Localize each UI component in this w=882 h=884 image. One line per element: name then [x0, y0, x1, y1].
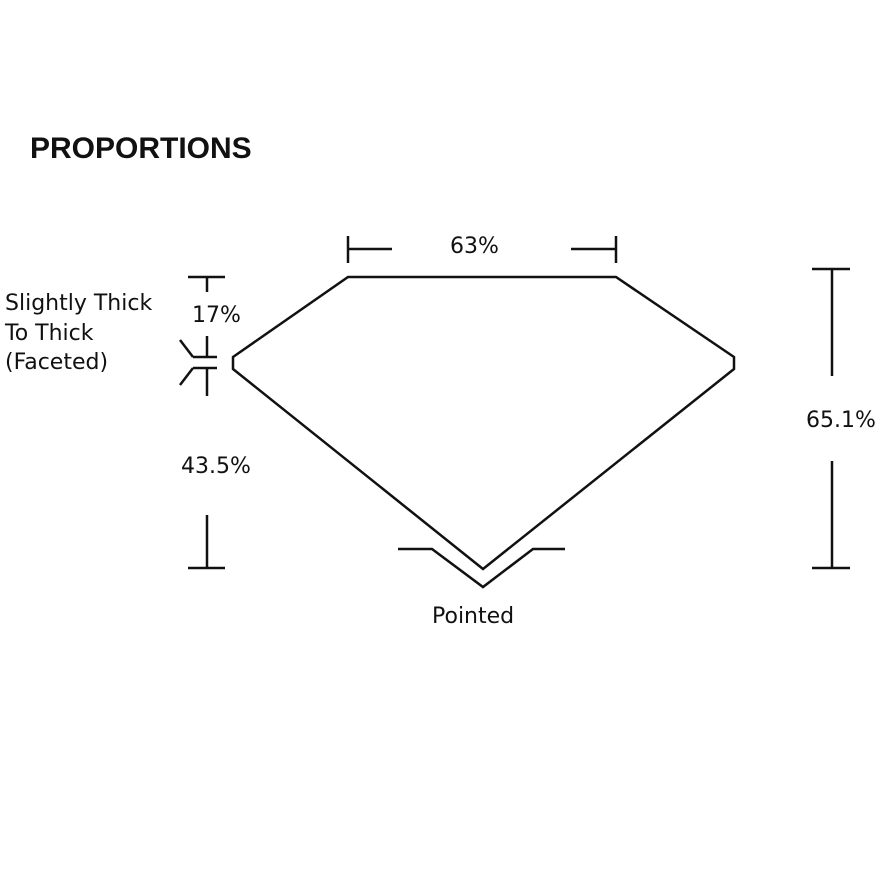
girdle-label-line3: (Faceted) — [5, 350, 109, 375]
crown-dimension — [188, 275, 225, 357]
table-dimension — [346, 236, 618, 263]
culet-marker — [398, 547, 565, 589]
pavilion-dimension — [188, 368, 225, 570]
girdle-label-line1: Slightly Thick — [5, 291, 153, 316]
culet-label: Pointed — [432, 604, 515, 629]
gem-outline — [231, 275, 736, 571]
page-title: PROPORTIONS — [30, 132, 252, 165]
crown-label: 17% — [192, 303, 241, 328]
total-depth-dimension — [812, 267, 850, 570]
total-depth-label: 65.1% — [806, 408, 876, 433]
pavilion-label: 43.5% — [181, 454, 251, 479]
girdle-label-line2: To Thick — [5, 321, 94, 346]
girdle-marker — [179, 339, 217, 386]
table-label: 63% — [450, 234, 499, 259]
